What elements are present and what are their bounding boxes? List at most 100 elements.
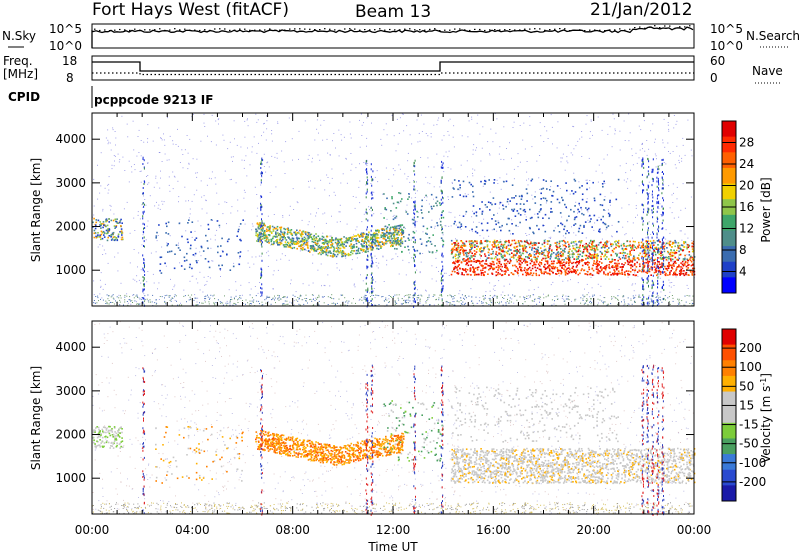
range-gate-cell <box>318 237 321 240</box>
range-gate-cell <box>623 264 625 266</box>
range-gate-cell <box>383 238 386 240</box>
noise-search-dot <box>619 28 621 30</box>
range-gate-cell <box>102 299 104 301</box>
range-gate-cell <box>106 301 108 303</box>
range-gate-cell <box>211 171 213 173</box>
range-gate-cell <box>435 196 438 199</box>
range-gate-cell <box>285 239 288 241</box>
range-gate-cell <box>575 201 577 203</box>
range-gate-cell <box>247 118 248 120</box>
range-gate-cell <box>133 164 135 165</box>
range-gate-cell <box>427 298 429 300</box>
range-gate-cell <box>412 297 414 299</box>
range-gate-cell <box>583 243 585 245</box>
range-gate-cell <box>677 259 679 261</box>
range-gate-cell <box>315 233 317 235</box>
range-gate-cell <box>337 249 339 252</box>
range-gate-cell <box>156 240 158 242</box>
range-gate-cell <box>217 119 219 121</box>
range-gate-cell <box>499 203 501 205</box>
range-gate-cell <box>444 272 445 274</box>
range-gate-cell <box>177 304 179 306</box>
range-gate-cell <box>497 220 499 222</box>
range-gate-cell <box>666 265 669 267</box>
range-gate-cell <box>401 224 404 226</box>
range-gate-cell <box>533 263 536 266</box>
range-gate-cell <box>556 270 559 272</box>
range-gate-cell <box>671 258 674 261</box>
range-gate-cell <box>204 301 206 303</box>
range-gate-cell <box>660 264 662 266</box>
range-gate-cell <box>222 134 224 136</box>
range-gate-cell <box>395 302 397 304</box>
range-gate-cell <box>313 237 316 240</box>
range-gate-cell <box>509 244 512 247</box>
range-gate-cell <box>407 152 409 154</box>
range-gate-cell <box>382 237 385 240</box>
range-gate-cell <box>197 260 199 261</box>
range-gate-cell <box>520 257 523 260</box>
range-gate-cell <box>570 271 573 274</box>
range-gate-cell <box>454 242 457 244</box>
range-gate-cell <box>447 131 449 132</box>
range-gate-cell <box>680 209 682 211</box>
range-gate-cell <box>629 253 631 256</box>
range-gate-cell <box>668 130 670 132</box>
range-gate-cell <box>561 240 563 242</box>
range-gate-cell <box>376 233 378 235</box>
range-gate-cell <box>588 268 591 271</box>
range-gate-cell <box>180 302 181 304</box>
range-gate-cell <box>383 300 385 302</box>
range-gate-cell <box>590 255 592 258</box>
range-gate-cell <box>172 171 174 173</box>
range-gate-cell <box>103 236 106 238</box>
range-gate-cell <box>118 294 120 296</box>
range-gate-cell <box>333 249 335 251</box>
range-gate-cell <box>460 300 462 301</box>
range-gate-cell <box>494 302 496 304</box>
range-gate-cell <box>186 135 188 136</box>
range-gate-cell <box>516 242 518 244</box>
range-gate-cell <box>395 237 398 239</box>
range-gate-cell <box>530 259 533 262</box>
range-gate-cell <box>415 230 417 232</box>
range-gate-cell <box>534 300 535 302</box>
range-gate-cell <box>354 286 356 288</box>
range-gate-cell <box>196 172 198 174</box>
range-gate-cell <box>536 160 538 162</box>
range-gate-cell <box>269 296 271 298</box>
range-gate-cell <box>501 249 503 252</box>
range-gate-cell <box>328 240 331 243</box>
range-gate-cell <box>95 224 97 227</box>
range-gate-cell <box>265 230 268 232</box>
range-gate-cell <box>400 238 402 241</box>
range-gate-cell <box>646 258 648 261</box>
range-gate-cell <box>582 244 584 247</box>
range-gate-cell <box>548 269 551 272</box>
range-gate-cell <box>266 297 268 298</box>
range-gate-cell <box>552 265 555 268</box>
range-gate-cell <box>442 216 445 219</box>
range-gate-cell <box>513 302 515 304</box>
range-gate-cell <box>142 234 144 236</box>
range-gate-cell <box>373 241 375 243</box>
range-gate-cell <box>371 249 373 251</box>
range-gate-cell <box>303 242 306 244</box>
noise-search-dot <box>214 28 216 30</box>
range-gate-cell <box>371 234 373 236</box>
range-gate-cell <box>253 299 255 301</box>
range-gate-cell <box>320 124 322 126</box>
range-gate-cell <box>315 250 318 252</box>
range-gate-cell <box>265 298 267 300</box>
range-gate-cell <box>690 196 692 198</box>
range-gate-cell <box>660 254 662 257</box>
range-gate-cell <box>602 244 605 246</box>
range-gate-cell <box>602 302 604 303</box>
range-gate-cell <box>396 302 398 304</box>
range-gate-cell <box>297 242 300 245</box>
range-gate-cell <box>280 258 282 260</box>
range-gate-cell <box>425 289 426 291</box>
range-gate-cell <box>352 196 354 197</box>
range-gate-cell <box>619 165 621 167</box>
range-gate-cell <box>195 297 197 299</box>
